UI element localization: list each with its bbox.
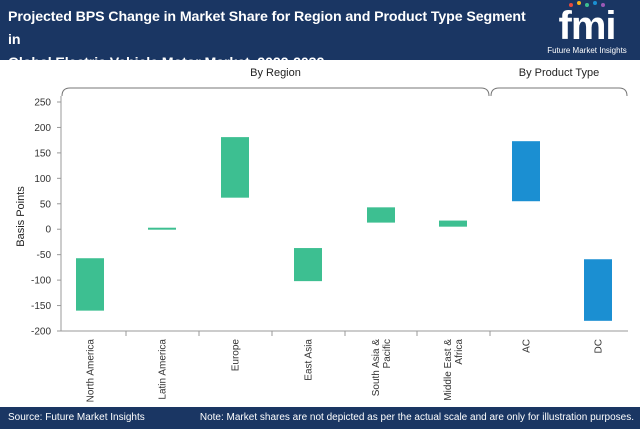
x-category-label: South Asia &Pacific [371, 339, 393, 397]
illustration-note: Note: Market shares are not depicted as … [199, 412, 634, 423]
x-category-label-line: Middle East & [443, 339, 454, 401]
logo-dot-icon [577, 1, 581, 5]
y-tick-label: 50 [40, 199, 52, 210]
bar-europe [221, 137, 249, 198]
x-category-label-line: AC [522, 339, 533, 353]
title-line-1: Projected BPS Change in Market Share for… [8, 9, 526, 48]
bar-ac [512, 141, 540, 202]
y-tick-label: -150 [31, 301, 51, 312]
header-banner: Projected BPS Change in Market Share for… [0, 0, 640, 71]
footer-bar: Source: Future Market Insights Note: Mar… [0, 407, 640, 429]
group-bracket [490, 87, 628, 97]
bar-dc [584, 259, 612, 321]
x-category-label-line: North America [86, 339, 97, 403]
bar-south-asia-pacific [367, 207, 395, 223]
group-label: By Region [250, 67, 301, 79]
bar-middle-east-africa [439, 220, 467, 227]
x-category-label-line: South Asia & [371, 339, 382, 397]
x-category-label-line: Africa [454, 339, 465, 365]
y-axis-label: Basis Points [15, 186, 27, 247]
logo-dot-icon [585, 3, 589, 7]
x-category-label: AC [522, 339, 533, 353]
group-bracket [61, 87, 490, 97]
y-tick-label: -200 [31, 327, 51, 338]
group-label: By Product Type [519, 67, 600, 79]
y-tick-label: 250 [34, 98, 51, 109]
logo-dot-icon [569, 3, 573, 7]
y-tick-label: 150 [34, 148, 51, 159]
logo-dot-icon [593, 1, 597, 5]
y-tick-label: 0 [45, 225, 51, 236]
x-category-label-line: Pacific [382, 339, 393, 368]
y-tick-label: 200 [34, 123, 51, 134]
x-category-label-line: DC [594, 339, 605, 353]
x-category-label: Latin America [158, 339, 169, 400]
y-tick-label: -100 [31, 276, 51, 287]
source-note: Source: Future Market Insights [8, 412, 145, 423]
bar-north-america [76, 258, 104, 311]
logo-subtitle: Future Market Insights [547, 46, 627, 55]
logo-dot-icon [601, 3, 605, 7]
fmi-logo: fmi Future Market Insights [539, 0, 635, 60]
x-category-label-line: East Asia [304, 339, 315, 381]
x-category-label: Middle East &Africa [443, 339, 465, 401]
title-line-2: Global Electric Vehicle Motor Market, 20… [8, 55, 325, 71]
x-category-label: DC [594, 339, 605, 353]
x-category-label-line: Latin America [158, 339, 169, 400]
bar-latin-america [148, 227, 176, 230]
bar-east-asia [294, 248, 322, 282]
logo-text: fmi [558, 4, 617, 48]
y-tick-label: -50 [37, 250, 52, 261]
y-tick-label: 100 [34, 174, 51, 185]
x-category-label: Europe [231, 339, 242, 372]
x-category-label: North America [86, 339, 97, 403]
x-category-label: East Asia [304, 339, 315, 381]
chart-title: Projected BPS Change in Market Share for… [8, 6, 528, 75]
bps-change-chart: By Region By Product Type 250 200 150 100 50 0 -… [15, 67, 628, 403]
x-category-label-line: Europe [231, 339, 242, 372]
